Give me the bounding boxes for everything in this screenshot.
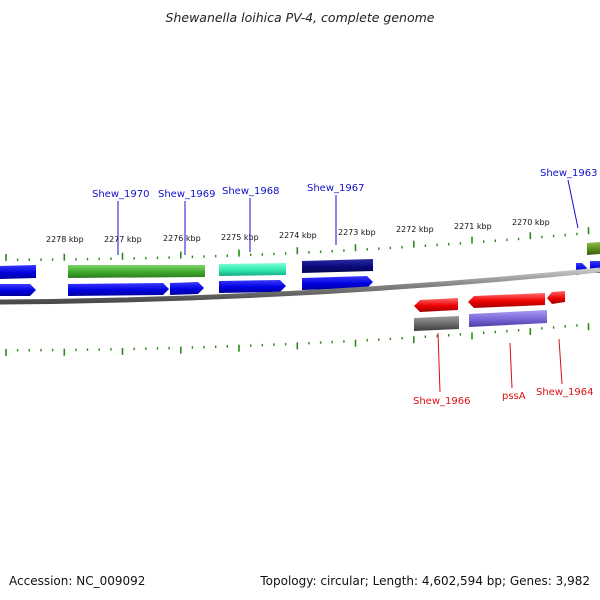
scale-label: 2273 kbp <box>338 228 376 237</box>
gene-label-shew-1963[interactable]: Shew_1963 <box>540 168 597 179</box>
gene-arrow-shew-1970[interactable] <box>68 265 205 278</box>
gene-row-upper <box>0 242 600 279</box>
gene-label-shew-1970[interactable]: Shew_1970 <box>92 189 149 200</box>
leader-line <box>509 342 513 389</box>
gene-arrow[interactable] <box>587 242 600 255</box>
gene-feature-violet[interactable] <box>469 310 547 327</box>
scale-label: 2274 kbp <box>279 231 317 240</box>
gene-label-shew-1969[interactable]: Shew_1969 <box>158 189 215 200</box>
gene-label-pssa[interactable]: pssA <box>502 391 526 402</box>
leader-line <box>567 179 579 229</box>
gene-label-shew-1967[interactable]: Shew_1967 <box>307 183 364 194</box>
top-gene-labels: Shew_1970 Shew_1969 Shew_1968 Shew_1967 … <box>92 168 597 255</box>
accession-text: Accession: NC_009092 <box>9 574 146 588</box>
gene-row-reverse <box>414 291 565 312</box>
gene-arrow[interactable] <box>0 265 36 279</box>
scale-label: 2277 kbp <box>104 235 142 244</box>
gene-feature-gray[interactable] <box>414 316 459 331</box>
lower-tick-track <box>5 323 590 356</box>
gene-arrow[interactable] <box>302 276 373 290</box>
scale-label: 2270 kbp <box>512 218 550 227</box>
gene-arrow-shew-1967[interactable] <box>302 259 373 273</box>
scale-label: 2272 kbp <box>396 225 434 234</box>
upper-tick-track <box>5 227 590 261</box>
scale-label: 2275 kbp <box>221 233 259 242</box>
gene-arrow-pssa[interactable] <box>468 293 545 308</box>
scale-label: 2271 kbp <box>454 222 492 231</box>
bottom-gene-labels: Shew_1966 pssA Shew_1964 <box>413 332 593 407</box>
gene-arrow[interactable] <box>219 280 286 293</box>
map-title: Shewanella loihica PV-4, complete genome <box>165 10 435 25</box>
scale-label: 2278 kbp <box>46 235 84 244</box>
gene-label-shew-1966[interactable]: Shew_1966 <box>413 396 470 407</box>
gene-row-forward <box>0 261 600 296</box>
gene-row-lower <box>414 310 547 331</box>
leader-line <box>558 338 563 385</box>
leader-line <box>437 332 441 393</box>
gene-label-shew-1968[interactable]: Shew_1968 <box>222 186 279 197</box>
gene-arrow-shew-1966[interactable] <box>414 298 458 312</box>
genome-stats-text: Topology: circular; Length: 4,602,594 bp… <box>260 574 590 588</box>
scale-label: 2276 kbp <box>163 234 201 243</box>
gene-arrow[interactable] <box>0 284 36 296</box>
scale-labels: 2278 kbp 2277 kbp 2276 kbp 2275 kbp 2274… <box>46 218 550 244</box>
gene-arrow[interactable] <box>68 283 169 296</box>
gene-label-shew-1964[interactable]: Shew_1964 <box>536 387 593 398</box>
gene-arrow-shew-1968[interactable] <box>219 263 286 276</box>
gene-arrow-shew-1964[interactable] <box>547 291 565 304</box>
genome-backbone <box>0 267 600 305</box>
gene-arrow-shew-1969[interactable] <box>170 282 204 295</box>
